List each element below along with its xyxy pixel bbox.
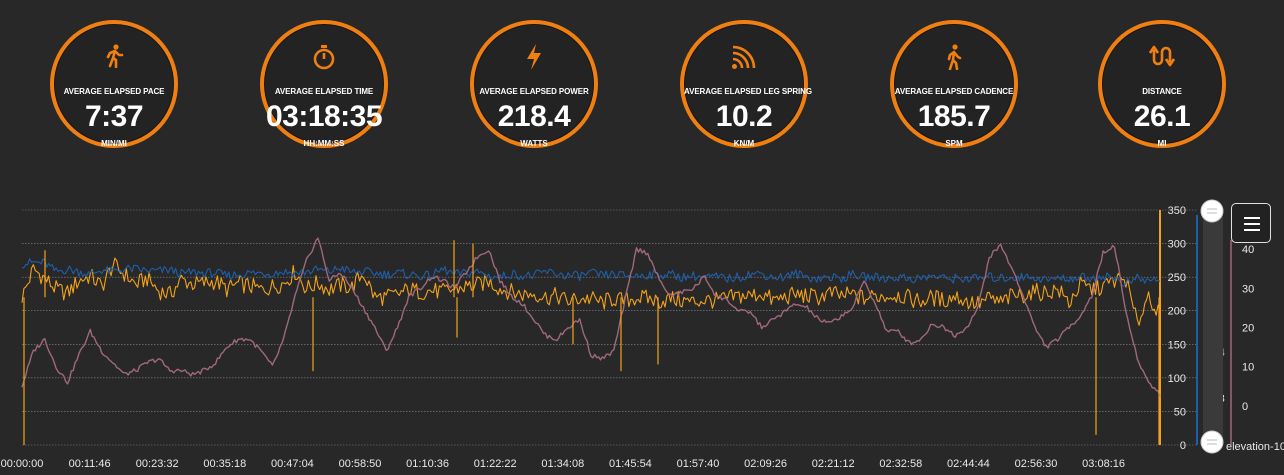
hamburger-menu-icon — [1244, 217, 1260, 219]
elevation-axis-tick-label: 30 — [1242, 283, 1254, 295]
lightning-icon — [474, 44, 594, 72]
x-axis-tick-label: 00:23:32 — [136, 458, 179, 470]
metric-card: AVERAGE ELAPSED TIME 03:18:35 HH:MM:SS — [260, 20, 388, 148]
elevation-axis-tick-label: 10 — [1242, 362, 1254, 374]
metric-unit: KN/M — [733, 139, 755, 148]
elevation-axis-label: elevation-10 — [1226, 441, 1284, 453]
x-axis-tick-label: 00:58:50 — [339, 458, 382, 470]
x-axis-tick-label: 02:32:58 — [879, 458, 922, 470]
metric-card: DISTANCE 26.1 MI — [1098, 20, 1226, 148]
y-axis-tick-label: 100 — [1168, 373, 1186, 385]
x-axis-tick-label: 01:10:36 — [406, 458, 449, 470]
x-axis-tick-label: 01:34:08 — [541, 458, 584, 470]
metric-unit: SPM — [945, 139, 963, 148]
x-axis-tick-label: 02:21:12 — [812, 458, 855, 470]
x-axis-tick-label: 01:45:54 — [609, 458, 652, 470]
x-axis-tick-label: 01:57:40 — [677, 458, 720, 470]
signal-waves-icon — [684, 44, 804, 72]
y-axis-tick-label: 0 — [1180, 440, 1186, 452]
range-handle-top[interactable] — [1200, 199, 1224, 223]
metric-label: AVERAGE ELAPSED CADENCE — [894, 87, 1014, 96]
x-axis-tick-label: 00:11:46 — [69, 458, 111, 470]
round-trip-icon — [1102, 44, 1222, 72]
x-axis-tick-label: 02:44:44 — [947, 458, 990, 470]
x-axis-tick-label: 00:00:00 — [1, 458, 44, 470]
metric-card: AVERAGE ELAPSED LEG SPRING 10.2 KN/M — [680, 20, 812, 148]
series-line-2 — [21, 237, 1161, 397]
metric-card: AVERAGE ELAPSED POWER 218.4 WATTS — [470, 20, 598, 148]
metric-value: 185.7 — [917, 100, 991, 133]
x-axis-tick-label: 03:08:16 — [1082, 458, 1125, 470]
series-line-0 — [21, 257, 1161, 326]
elevation-axis-tick-label: 20 — [1242, 323, 1254, 335]
metric-value: 03:18:35 — [265, 100, 383, 133]
metric-value: 7:37 — [84, 100, 144, 133]
metric-unit: WATTS — [520, 139, 548, 148]
elevation-axis-tick-label: 0 — [1242, 401, 1248, 413]
stopwatch-icon — [264, 44, 384, 72]
handle-circle — [1200, 199, 1224, 223]
chart-menu-button[interactable] — [1231, 203, 1271, 243]
range-handle-bottom[interactable] — [1200, 430, 1224, 454]
x-axis-tick-label: 00:35:18 — [203, 458, 246, 470]
metric-value: 218.4 — [497, 100, 571, 133]
elevation-axis-tick-label: 40 — [1242, 244, 1254, 256]
y-axis-tick-label: 150 — [1168, 339, 1186, 351]
x-axis-tick-label: 02:09:26 — [744, 458, 787, 470]
hamburger-line — [1244, 229, 1260, 231]
x-axis-tick-label: 00:47:04 — [271, 458, 314, 470]
metric-unit: MIN/MI — [101, 139, 127, 148]
metric-value: 10.2 — [715, 100, 773, 133]
y-axis-tick-label: 200 — [1168, 306, 1186, 318]
walker-icon — [894, 44, 1014, 72]
runner-icon — [54, 44, 174, 72]
x-axis-tick-label: 02:56:30 — [1015, 458, 1058, 470]
x-axis-tick-label: 01:22:22 — [474, 458, 517, 470]
activity-chart[interactable]: 3503002502001501005006.78.913.426.840302… — [0, 195, 1284, 475]
metric-card: AVERAGE ELAPSED CADENCE 185.7 SPM — [890, 20, 1018, 148]
metric-label: AVERAGE ELAPSED POWER — [479, 87, 589, 96]
y-axis-tick-label: 50 — [1174, 406, 1186, 418]
y-axis-tick-label: 250 — [1168, 272, 1186, 284]
metric-label: AVERAGE ELAPSED PACE — [63, 87, 165, 96]
handle-circle — [1200, 430, 1224, 454]
metric-label: AVERAGE ELAPSED LEG SPRING — [684, 87, 812, 96]
metric-unit: HH:MM:SS — [303, 139, 345, 148]
metric-card: AVERAGE ELAPSED PACE 7:37 MIN/MI — [50, 20, 178, 148]
hamburger-line — [1244, 223, 1260, 225]
metric-label: AVERAGE ELAPSED TIME — [274, 87, 374, 96]
metric-unit: MI — [1157, 139, 1167, 148]
metric-value: 26.1 — [1133, 100, 1191, 133]
handle-grip-icon — [1207, 208, 1217, 214]
handle-grip-icon — [1207, 439, 1217, 445]
series-line-1 — [21, 258, 1161, 287]
y-axis-tick-label: 300 — [1168, 239, 1186, 251]
y-axis-tick-label: 350 — [1168, 205, 1186, 217]
metric-label: DISTANCE — [1142, 87, 1182, 96]
range-slider-track — [1203, 215, 1223, 445]
